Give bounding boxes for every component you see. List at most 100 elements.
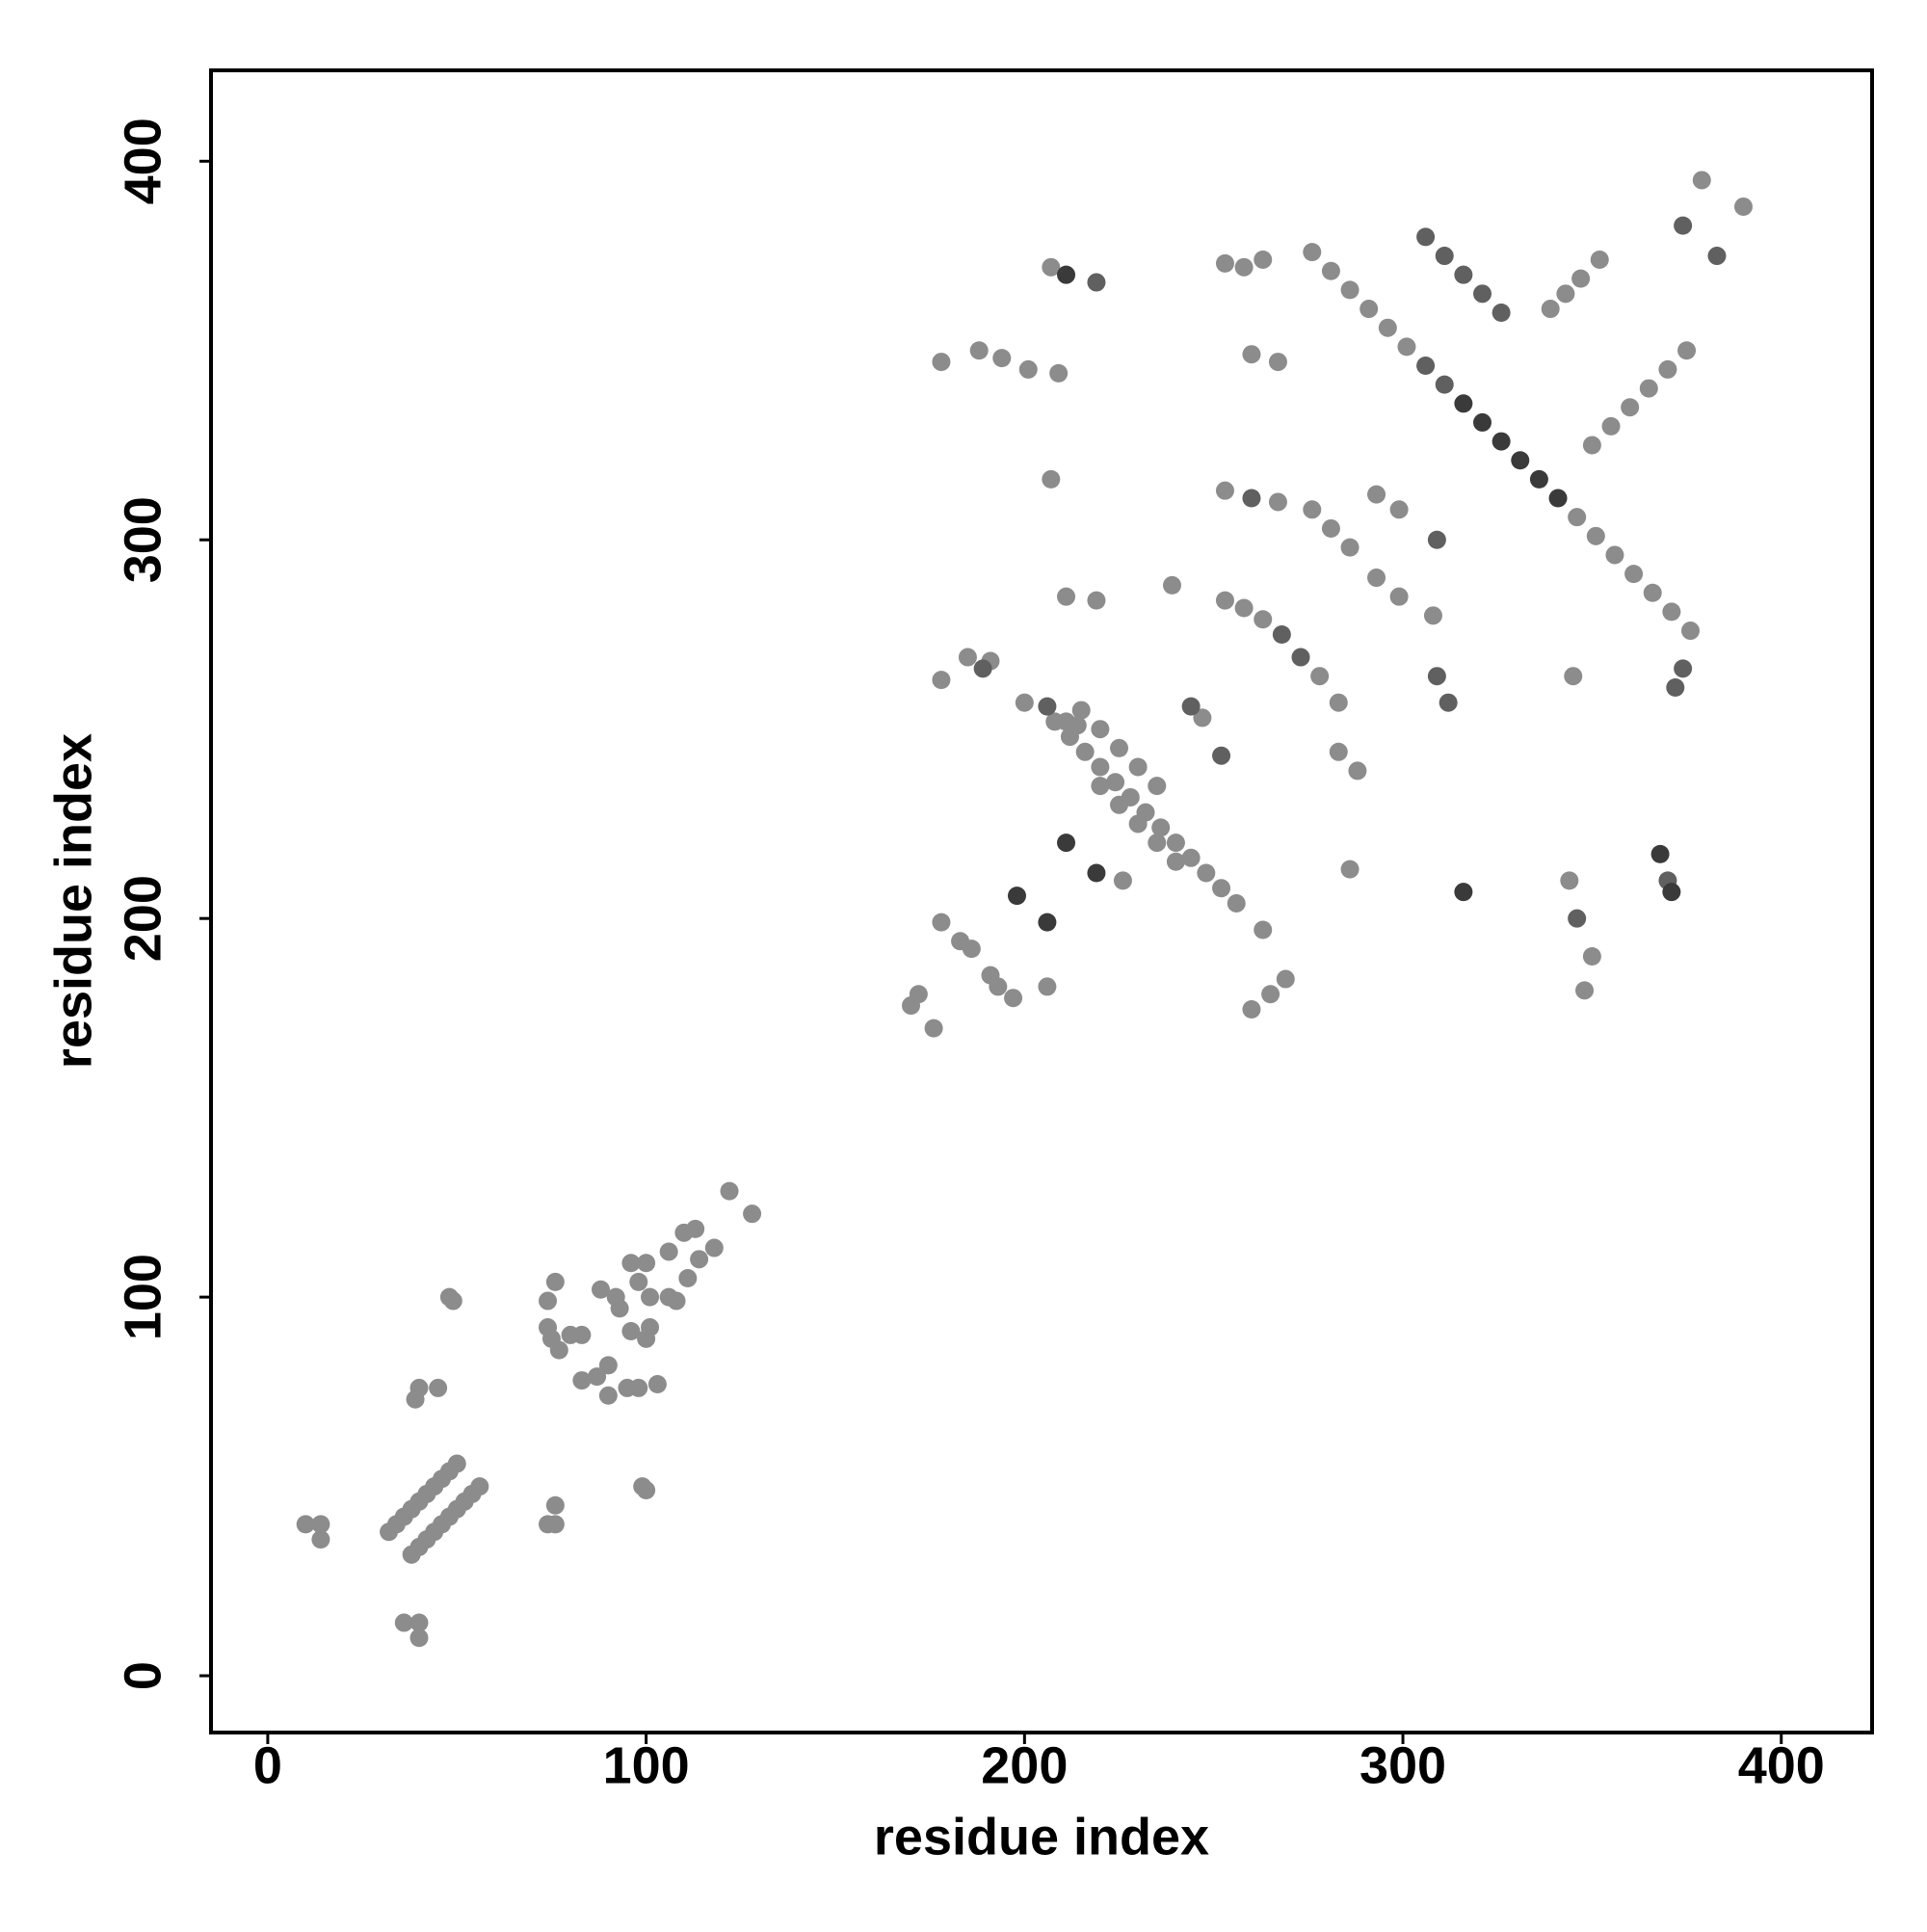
contact-point	[1575, 981, 1595, 1000]
contact-point	[447, 1454, 466, 1473]
contact-point	[1057, 587, 1076, 606]
contact-point	[1091, 757, 1110, 777]
contact-point	[1038, 697, 1057, 716]
contact-point	[1038, 913, 1057, 932]
contact-point	[629, 1378, 648, 1397]
contact-point	[1707, 247, 1727, 266]
contact-point	[1234, 598, 1254, 618]
contact-point	[1340, 860, 1359, 879]
contact-point	[678, 1268, 698, 1287]
contact-point	[591, 1280, 610, 1299]
contact-point	[1639, 379, 1658, 398]
contact-point	[1128, 757, 1148, 777]
contact-point	[1110, 795, 1129, 814]
contact-point	[1511, 451, 1530, 470]
contact-point	[720, 1181, 739, 1201]
y-tick-label: 0	[114, 1661, 172, 1690]
contact-point	[406, 1389, 425, 1409]
contact-point	[1473, 412, 1492, 432]
contact-point	[1128, 814, 1148, 834]
contact-point	[1367, 485, 1386, 504]
x-axis-label: residue index	[874, 1808, 1209, 1866]
contact-point	[1087, 863, 1106, 883]
contact-point	[1057, 834, 1076, 853]
contact-point	[1397, 337, 1416, 357]
contact-point	[647, 1374, 667, 1393]
contact-point	[1151, 818, 1171, 837]
contact-point	[1733, 197, 1753, 216]
contact-point	[1340, 280, 1359, 300]
contact-point	[1427, 530, 1446, 549]
contact-point	[1254, 610, 1273, 629]
contact-point	[1110, 738, 1129, 757]
contact-point	[1435, 375, 1454, 394]
contact-point	[1329, 742, 1348, 761]
contact-point	[1378, 318, 1397, 337]
y-tick-label: 200	[114, 875, 172, 962]
contact-point	[1601, 416, 1621, 436]
contact-point	[311, 1530, 330, 1549]
contact-point	[1605, 545, 1624, 565]
x-tick-label: 300	[1359, 1736, 1446, 1794]
contact-point	[1389, 500, 1409, 519]
contact-point	[1166, 834, 1185, 853]
contact-point	[1045, 712, 1065, 731]
contact-point	[686, 1219, 705, 1238]
contact-point	[1359, 300, 1379, 319]
contact-point	[969, 341, 989, 360]
contact-point	[1197, 863, 1216, 883]
x-tick-label: 0	[253, 1736, 282, 1794]
contact-point	[1568, 909, 1587, 928]
contact-point	[1087, 591, 1106, 610]
contact-point	[1075, 742, 1095, 761]
contact-point	[667, 1291, 686, 1310]
contact-point	[1234, 257, 1254, 277]
contact-point	[1692, 171, 1711, 190]
contact-point	[1560, 871, 1579, 890]
contact-point	[598, 1386, 618, 1405]
contact-point	[659, 1242, 678, 1261]
plot-frame	[209, 68, 1874, 1734]
contact-point	[1348, 761, 1367, 781]
contact-point	[1674, 659, 1693, 678]
x-tick-label: 200	[981, 1736, 1068, 1794]
contact-point	[1049, 363, 1069, 383]
contact-point	[1662, 883, 1681, 902]
contact-point	[588, 1367, 607, 1387]
y-tick-label: 300	[114, 496, 172, 583]
contact-point	[1571, 269, 1591, 288]
contact-point	[1181, 848, 1201, 867]
contact-point	[610, 1299, 629, 1318]
contact-point	[704, 1238, 724, 1257]
contact-point	[1590, 250, 1609, 269]
contact-point	[1541, 300, 1560, 319]
contact-point	[1454, 265, 1473, 284]
contact-point	[598, 1356, 618, 1375]
contact-point	[1435, 247, 1454, 266]
contact-point	[1423, 606, 1442, 625]
contact-point	[409, 1613, 429, 1632]
contact-point	[1148, 777, 1167, 796]
contact-point	[1439, 693, 1458, 712]
contact-point	[989, 977, 1008, 996]
contact-point	[1166, 852, 1185, 871]
contact-point	[621, 1321, 641, 1340]
contact-point	[637, 1481, 656, 1500]
contact-point	[1212, 879, 1231, 898]
contact-point	[1416, 227, 1436, 247]
y-axis-label: residue index	[44, 733, 102, 1069]
contact-point	[1586, 526, 1605, 545]
contact-point	[443, 1291, 462, 1310]
contact-point	[924, 1019, 943, 1038]
contact-point	[1018, 359, 1038, 379]
contact-point	[1329, 693, 1348, 712]
contact-point	[1677, 341, 1697, 360]
contact-point	[1261, 985, 1280, 1004]
contact-point	[743, 1204, 762, 1224]
contact-point	[1454, 883, 1473, 902]
contact-point	[1181, 697, 1201, 716]
contact-point	[1303, 243, 1322, 262]
contact-point	[470, 1477, 489, 1496]
